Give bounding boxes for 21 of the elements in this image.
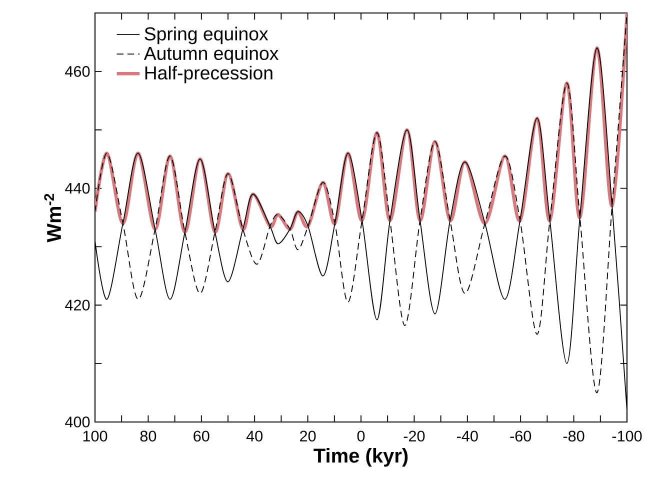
x-tick-label: 0 (357, 430, 365, 442)
x-tick-label: -60 (510, 430, 532, 442)
text: Wm$^{-2}$ (44, 194, 61, 242)
x-tick-label: -40 (457, 430, 478, 442)
legend-label: Spring equinox (144, 26, 268, 44)
legend-label: Autumn equinox (144, 46, 279, 64)
x-tick-label: -80 (563, 430, 584, 442)
y-tick-label: 400 (65, 416, 90, 428)
y-tick-label: 460 (65, 66, 90, 77)
y-tick-label: 420 (65, 300, 90, 311)
x-tick-label: 100 (83, 430, 108, 442)
x-tick-label: 40 (246, 430, 263, 442)
line-series (95, 13, 627, 234)
x-tick-label: -20 (404, 430, 425, 442)
x-axis-title: Time (kyr) (314, 448, 408, 467)
legend-label: Half-precession (145, 66, 272, 84)
x-tick-label: -100 (612, 430, 642, 442)
x-tick-label: 60 (194, 430, 210, 442)
x-tick-label: 80 (140, 430, 156, 442)
x-tick-label: 20 (300, 430, 316, 442)
y-tick-label: 440 (65, 182, 90, 194)
